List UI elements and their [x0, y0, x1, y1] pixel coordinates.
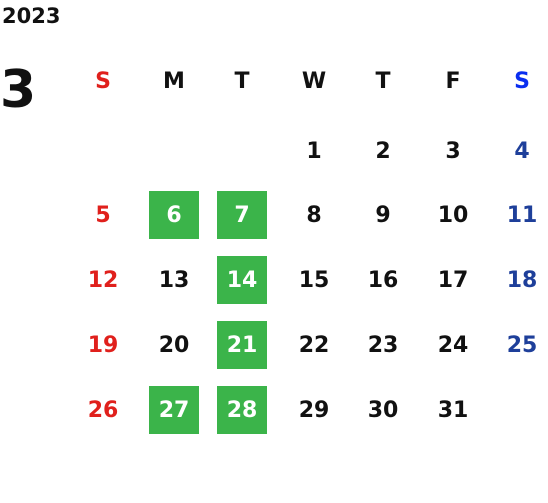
day: 30 — [367, 397, 399, 423]
day: 25 — [506, 332, 538, 358]
highlighted-day: 7 — [217, 191, 267, 239]
day: 26 — [87, 397, 119, 423]
highlighted-day: 14 — [217, 256, 267, 304]
day: 24 — [437, 332, 469, 358]
day: 4 — [514, 138, 530, 164]
highlighted-day: 28 — [217, 386, 267, 434]
day: 31 — [437, 397, 469, 423]
day: 8 — [306, 202, 322, 228]
day: 15 — [298, 267, 330, 293]
day: 20 — [158, 332, 190, 358]
day: 5 — [95, 202, 111, 228]
weekday-header: S — [514, 68, 530, 94]
day: 16 — [367, 267, 399, 293]
highlighted-day: 6 — [149, 191, 199, 239]
weekday-header: S — [95, 68, 111, 94]
weekday-header: W — [301, 68, 327, 94]
weekday-header: T — [375, 68, 391, 94]
weekday-header: F — [445, 68, 461, 94]
day: 29 — [298, 397, 330, 423]
day: 12 — [87, 267, 119, 293]
month: 3 — [0, 60, 37, 120]
day: 9 — [375, 202, 391, 228]
weekday-header: M — [163, 68, 185, 94]
year: 2023 — [2, 4, 61, 28]
day: 10 — [437, 202, 469, 228]
day: 3 — [445, 138, 461, 164]
weekday-header: T — [234, 68, 250, 94]
day: 17 — [437, 267, 469, 293]
highlighted-day: 21 — [217, 321, 267, 369]
highlighted-day: 27 — [149, 386, 199, 434]
day: 11 — [506, 202, 538, 228]
day: 18 — [506, 267, 538, 293]
day: 19 — [87, 332, 119, 358]
day: 23 — [367, 332, 399, 358]
day: 2 — [375, 138, 391, 164]
day: 13 — [158, 267, 190, 293]
day: 22 — [298, 332, 330, 358]
day: 1 — [306, 138, 322, 164]
